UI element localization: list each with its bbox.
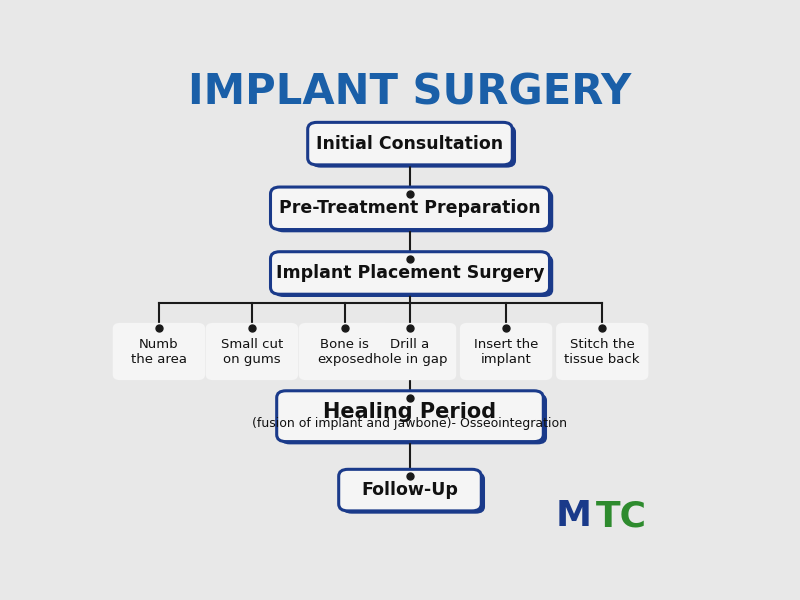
Text: Stitch the
tissue back: Stitch the tissue back <box>565 338 640 365</box>
Text: Implant Placement Surgery: Implant Placement Surgery <box>276 264 544 282</box>
Text: IMPLANT SURGERY: IMPLANT SURGERY <box>188 72 632 114</box>
FancyBboxPatch shape <box>460 323 552 380</box>
Text: Insert the
implant: Insert the implant <box>474 338 538 365</box>
Text: TC: TC <box>596 499 647 533</box>
Text: Numb
the area: Numb the area <box>131 338 187 365</box>
FancyBboxPatch shape <box>308 122 512 165</box>
FancyBboxPatch shape <box>556 323 648 380</box>
FancyBboxPatch shape <box>277 391 543 442</box>
Text: Pre-Treatment Preparation: Pre-Treatment Preparation <box>279 199 541 217</box>
FancyBboxPatch shape <box>270 187 550 230</box>
Text: M: M <box>556 499 592 533</box>
FancyBboxPatch shape <box>274 190 554 232</box>
FancyBboxPatch shape <box>270 252 550 294</box>
Text: Follow-Up: Follow-Up <box>362 481 458 499</box>
FancyBboxPatch shape <box>206 323 298 380</box>
FancyBboxPatch shape <box>298 323 391 380</box>
FancyBboxPatch shape <box>364 323 456 380</box>
Text: Bone is
exposed: Bone is exposed <box>317 338 373 365</box>
Text: (fusion of implant and jawbone)- Osseointegration: (fusion of implant and jawbone)- Osseoin… <box>253 417 567 430</box>
FancyBboxPatch shape <box>338 469 482 511</box>
Text: Small cut
on gums: Small cut on gums <box>221 338 283 365</box>
FancyBboxPatch shape <box>113 323 205 380</box>
FancyBboxPatch shape <box>311 125 516 167</box>
Text: Initial Consultation: Initial Consultation <box>317 134 503 152</box>
Text: Healing Period: Healing Period <box>323 402 497 422</box>
FancyBboxPatch shape <box>281 394 547 445</box>
Text: Drill a
hole in gap: Drill a hole in gap <box>373 338 447 365</box>
FancyBboxPatch shape <box>342 472 485 514</box>
FancyBboxPatch shape <box>274 254 554 297</box>
